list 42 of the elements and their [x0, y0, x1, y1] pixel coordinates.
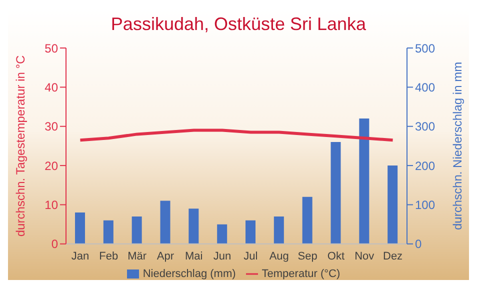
bar — [217, 224, 228, 244]
bar — [388, 166, 398, 244]
x-tick-label: Feb — [99, 250, 118, 263]
y2-tick-label: 300 — [415, 120, 436, 134]
y-tick-label: 20 — [44, 158, 58, 173]
x-tick-label: Apr — [156, 250, 174, 263]
x-tick-label: Jul — [244, 250, 258, 263]
bar — [132, 216, 142, 244]
x-tick-label: Jun — [213, 250, 232, 263]
bar — [302, 196, 312, 244]
y-tick-label: 30 — [44, 120, 58, 134]
x-tick-label: Nov — [354, 250, 375, 263]
y2-tick-label: 200 — [415, 158, 436, 173]
x-tick-label: Sep — [298, 250, 318, 263]
x-tick-label: Aug — [269, 250, 289, 263]
legend-label: Temperatur (°C) — [262, 268, 340, 280]
y2-tick-label: 0 — [415, 237, 422, 252]
y-tick-label: 40 — [44, 80, 58, 94]
y2-axis-title: durchschn. Niederschlag in mm — [450, 62, 464, 230]
x-tick-label: Okt — [327, 250, 345, 263]
bar — [274, 216, 284, 244]
chart-title: Passikudah, Ostküste Sri Lanka — [110, 13, 368, 36]
x-tick-label: Mai — [185, 250, 203, 263]
bar — [188, 208, 199, 244]
y2-tick-label: 400 — [415, 80, 436, 94]
y2-tick-label: 500 — [415, 41, 436, 56]
y2-tick-label: 100 — [415, 198, 436, 212]
y-axis-title: durchschn. Tagestemperatur in °C — [13, 54, 28, 237]
y-tick-label: 0 — [51, 237, 58, 252]
y-tick-label: 50 — [44, 41, 58, 56]
bar — [160, 200, 170, 244]
bar — [103, 220, 114, 244]
bar — [330, 142, 341, 244]
line-series — [78, 128, 394, 142]
bar — [359, 118, 370, 244]
x-tick-label: Jan — [71, 250, 90, 263]
bar — [75, 212, 85, 244]
legend-label: Niederschlag (mm) — [142, 268, 236, 280]
y-tick-label: 10 — [44, 198, 58, 212]
bar — [246, 220, 256, 244]
x-tick-label: Mär — [128, 250, 147, 263]
x-tick-label: Dez — [383, 250, 403, 263]
